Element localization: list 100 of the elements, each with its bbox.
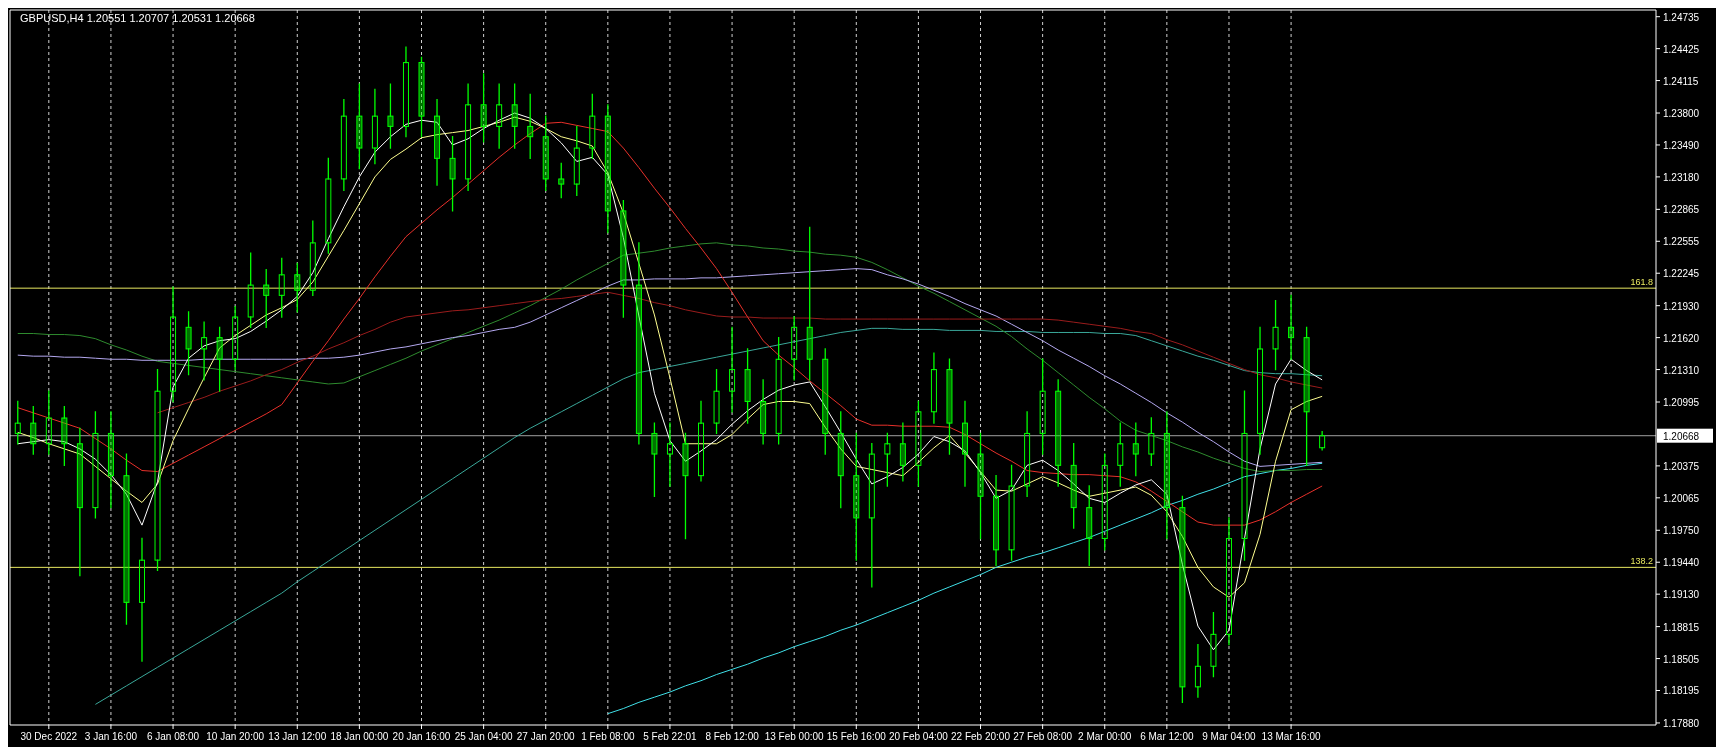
candlestick <box>915 400 922 487</box>
y-tick-label: 1.18505 <box>1663 653 1700 665</box>
y-tick-label: 1.22245 <box>1663 268 1700 280</box>
candlestick <box>1117 422 1124 487</box>
line-series <box>157 291 1323 414</box>
candlestick <box>465 83 472 191</box>
candlestick <box>651 422 658 497</box>
candlestick <box>232 306 239 371</box>
candlestick <box>930 352 937 424</box>
y-tick-label: 1.23180 <box>1663 171 1700 183</box>
candlestick <box>325 157 332 254</box>
candlestick <box>185 311 192 376</box>
x-tick-label: 13 Jan 12:00 <box>268 731 327 742</box>
candlestick <box>1288 294 1295 360</box>
candlestick <box>1194 643 1201 698</box>
x-tick-label: 27 Feb 08:00 <box>1013 731 1073 742</box>
candlestick <box>775 336 782 445</box>
x-tick-label: 15 Feb 16:00 <box>826 731 887 742</box>
x-tick-label: 8 Feb 12:00 <box>705 731 760 742</box>
candlestick <box>496 83 503 149</box>
y-tick-label: 1.23490 <box>1663 139 1700 151</box>
candlestick <box>635 242 642 445</box>
candlestick <box>884 432 891 487</box>
y-tick-label: 1.24735 <box>1663 11 1700 23</box>
candlestick <box>806 226 813 381</box>
candlestick <box>402 46 409 138</box>
candlestick <box>170 286 177 403</box>
x-tick-label: 13 Feb 00:00 <box>764 731 825 742</box>
candlestick <box>1319 431 1326 451</box>
y-tick-label: 1.19440 <box>1663 557 1700 569</box>
candlestick <box>1225 517 1232 646</box>
candlestick <box>1148 417 1155 467</box>
candlestick <box>542 115 549 191</box>
candlestick <box>1101 453 1108 551</box>
x-tick-label: 1 Feb 08:00 <box>581 731 635 742</box>
x-tick-label: 3 Jan 16:00 <box>84 731 138 742</box>
candlestick <box>294 262 301 313</box>
candlestick <box>480 73 487 143</box>
y-tick-label: 1.20065 <box>1663 492 1700 504</box>
candlestick <box>558 162 565 199</box>
candlestick <box>666 422 673 487</box>
candlestick <box>961 400 968 487</box>
candlestick <box>899 422 906 482</box>
x-tick-label: 20 Jan 16:00 <box>392 731 451 742</box>
x-tick-label: 2 Mar 00:00 <box>1078 731 1132 742</box>
x-tick-label: 30 Dec 2022 <box>20 731 78 742</box>
y-tick-label: 1.24425 <box>1663 43 1700 55</box>
ref-line-label: 1.20668 <box>1663 430 1700 442</box>
candlestick <box>1008 464 1015 561</box>
candlestick <box>216 326 223 392</box>
candlestick <box>371 88 378 165</box>
y-tick-label: 1.21930 <box>1663 300 1700 312</box>
candlestick <box>418 56 425 138</box>
candlestick <box>1179 495 1186 703</box>
annotation: 161.8 <box>1630 277 1653 288</box>
y-tick-label: 1.17880 <box>1663 717 1700 729</box>
candlestick <box>434 98 441 186</box>
line-series <box>94 327 1323 705</box>
y-tick-label: 1.23800 <box>1663 108 1700 120</box>
candlestick <box>604 104 611 234</box>
y-tick-label: 1.18815 <box>1663 621 1700 633</box>
candlestick <box>263 268 270 328</box>
annotation: 138.2 <box>1630 556 1653 567</box>
candlestick <box>682 432 689 540</box>
y-tick-label: 1.21310 <box>1663 364 1700 376</box>
candlestick <box>107 411 114 509</box>
candlestick <box>573 125 580 197</box>
candlestick <box>138 537 145 662</box>
chart-title: GBPUSD,H4 1.20551 1.20707 1.20531 1.20668 <box>20 12 255 24</box>
candlestick <box>744 348 751 424</box>
candlestick <box>30 406 37 455</box>
candlestick <box>278 257 285 318</box>
candlestick <box>1070 443 1077 529</box>
x-tick-label: 27 Jan 20:00 <box>516 731 576 742</box>
y-tick-label: 1.22555 <box>1663 236 1700 248</box>
candlestick <box>620 199 627 318</box>
candlestick <box>1132 422 1139 477</box>
candlestick <box>993 475 1000 566</box>
candlestick <box>511 83 518 149</box>
y-tick-label: 1.19130 <box>1663 589 1700 601</box>
candlestick <box>201 321 208 381</box>
candlestick <box>76 427 83 577</box>
candlestick <box>247 252 254 328</box>
y-tick-label: 1.19750 <box>1663 525 1700 537</box>
candlestick <box>946 358 953 455</box>
y-tick-label: 1.20995 <box>1663 397 1700 409</box>
x-tick-label: 18 Jan 00:00 <box>330 731 389 742</box>
candlestick <box>92 411 99 519</box>
candlestick <box>1163 411 1170 540</box>
candlestick <box>61 406 68 467</box>
candlestick <box>45 390 52 455</box>
candlestick <box>356 83 363 170</box>
candlestick <box>123 453 130 625</box>
line-series <box>17 121 1323 526</box>
candlestick <box>1257 326 1264 455</box>
candlestick <box>154 368 161 572</box>
candlestick <box>1024 411 1031 497</box>
candlestick <box>527 93 534 160</box>
x-tick-label: 5 Feb 22:01 <box>643 731 698 742</box>
y-tick-label: 1.22865 <box>1663 204 1700 216</box>
